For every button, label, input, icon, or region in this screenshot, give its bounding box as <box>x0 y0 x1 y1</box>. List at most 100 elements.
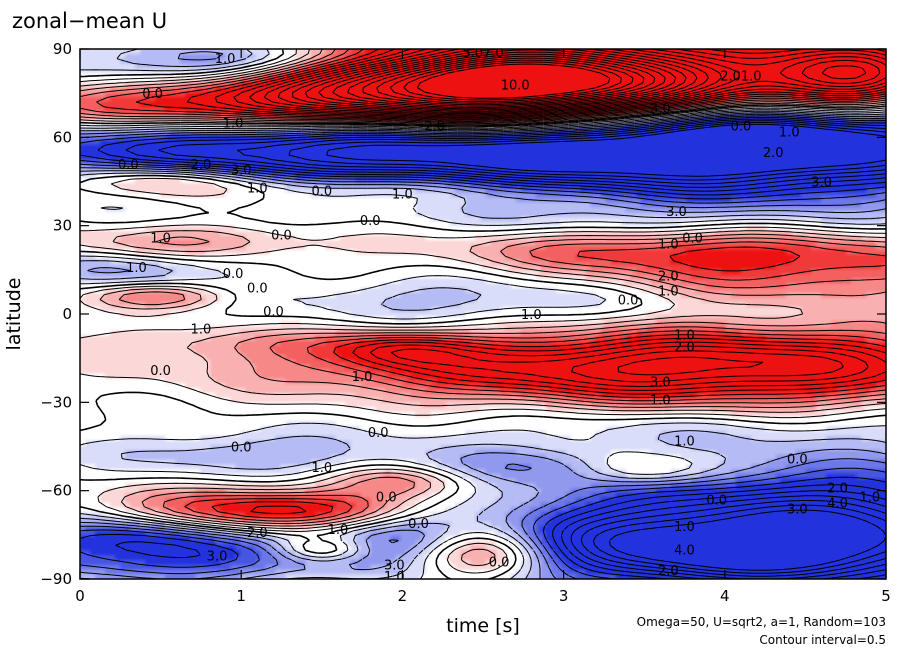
contour-label: 0.0 <box>360 214 381 229</box>
contour-line-positive <box>215 49 886 391</box>
contour-line-positive <box>277 49 881 113</box>
contour-label: 0.0 <box>271 229 292 244</box>
contour-line-positive <box>135 49 886 519</box>
contour-label: 3.0 <box>231 164 252 179</box>
contour-line-positive <box>362 55 656 106</box>
contour-line-positive <box>304 49 698 111</box>
contour-label: 1.0 <box>650 393 671 408</box>
x-tick-label: 3 <box>559 587 569 605</box>
x-tick-label: 0 <box>75 587 85 605</box>
contour-label: 1.0 <box>223 117 244 132</box>
contour-label: 1.0 <box>860 491 881 506</box>
contour-line-positive <box>332 51 677 108</box>
contour-label: 0.0 <box>368 426 389 441</box>
contour-line-positive <box>347 53 666 107</box>
contour-label: 10.0 <box>501 78 530 93</box>
contour-label: 1.0 <box>328 523 349 538</box>
x-tick-label: 2 <box>398 587 408 605</box>
parameters-note: Omega=50, U=sqrt2, a=1, Random=103 <box>637 615 886 629</box>
contour-label: 2.0 <box>763 146 784 161</box>
x-tick-label: 5 <box>881 587 891 605</box>
contour-line-negative <box>80 51 886 579</box>
contour-label: 4.0 <box>674 544 695 559</box>
y-tick-label: −60 <box>40 482 72 500</box>
contour-label: 3.0 <box>207 549 228 564</box>
contour-label: 0.0 <box>142 87 163 102</box>
contour-labels: 1.0 5.07.010.02.01.00.03.01.0 2.0 0.0 1.00.0… <box>118 46 881 579</box>
contour-label: 1.0 <box>674 329 695 344</box>
contour-label: 0.0 <box>787 452 808 467</box>
x-axis: 0 1 2 3 4 5 <box>75 49 891 605</box>
contour-line-positive <box>80 49 886 574</box>
contour-label: 0.0 <box>489 555 510 570</box>
contour-label: 3.0 <box>384 558 405 573</box>
y-tick-label: −30 <box>40 393 72 411</box>
contour-label: 1.0 <box>126 261 147 276</box>
contour-line-positive <box>403 61 622 101</box>
contour-label: 1.0 <box>658 284 679 299</box>
contour-label: 0.0 <box>247 282 268 297</box>
contour-interval-note: Contour interval=0.5 <box>759 633 886 647</box>
contour-line-positive <box>416 63 611 99</box>
contour-line-positive <box>376 57 645 104</box>
contour-line-negative <box>158 118 886 579</box>
contour-label: 1.0 <box>215 52 236 67</box>
contour-lines <box>80 49 886 579</box>
contour-label: 0.0 <box>118 158 139 173</box>
contour-label: 2.0 <box>658 564 679 579</box>
contour-line-positive <box>389 59 634 103</box>
contour-label: 1.0 <box>521 308 542 323</box>
y-tick-label: 60 <box>53 128 72 146</box>
chart-title: zonal−mean U <box>12 9 167 33</box>
contour-line-positive <box>186 49 886 515</box>
contour-line-positive <box>80 49 886 525</box>
contour-line-negative <box>288 122 886 574</box>
contour-line-positive <box>96 49 886 522</box>
contour-label: 1.0 <box>247 181 268 196</box>
contour-label: 1.0 <box>150 231 171 246</box>
contour-label: 1.0 <box>674 435 695 450</box>
contour-label: 0.0 <box>408 517 429 532</box>
contour-label: 3.0 <box>811 176 832 191</box>
y-tick-label: 0 <box>62 305 72 323</box>
contour-label: 2.0 <box>247 526 268 541</box>
contour-line-negative <box>80 49 886 579</box>
contour-line-negative <box>80 113 886 579</box>
contour-label: 0.0 <box>223 267 244 282</box>
contour-line-negative <box>236 120 886 577</box>
contour-line-negative <box>326 123 886 571</box>
contour-label: 3.0 <box>787 502 808 517</box>
contour-label: 2.0 <box>424 120 445 135</box>
contour-label: 4.0 <box>827 496 848 511</box>
contour-label: 0.0 <box>618 293 639 308</box>
contour-line-positive <box>263 49 886 376</box>
contour-label: 3.0 <box>650 376 671 391</box>
contour-label: 3.0 <box>650 102 671 117</box>
y-tick-label: −90 <box>40 570 72 588</box>
contour-line-negative <box>80 112 886 579</box>
y-axis: 90 60 30 0 −30 −60 −90 <box>40 40 886 588</box>
contour-line-negative <box>80 110 886 579</box>
contour-label: 5.07.0 <box>462 46 503 61</box>
contour-line-negative <box>125 116 886 579</box>
y-tick-label: 30 <box>53 217 72 235</box>
contour-line-positive <box>80 49 886 566</box>
contour-line-positive <box>233 49 886 387</box>
contour-label: 0.0 <box>231 441 252 456</box>
contour-label: 2.0 <box>191 158 212 173</box>
contour-label: 1.0 <box>311 461 332 476</box>
contour-label: 1.0 <box>674 520 695 535</box>
contour-label: 0.0 <box>682 231 703 246</box>
contour-label: 0.0 <box>706 494 727 509</box>
contour-line-positive <box>292 49 867 112</box>
contour-line-positive <box>318 49 687 110</box>
contour-line-positive <box>80 49 886 527</box>
x-axis-label: time [s] <box>446 615 520 637</box>
contour-line-negative <box>80 49 886 579</box>
contour-label: 0.0 <box>731 120 752 135</box>
contour-label: 2.0 <box>658 270 679 285</box>
contour-label: 1.0 <box>658 237 679 252</box>
contour-label: 0.0 <box>263 305 284 320</box>
contour-label: 0.0 <box>376 491 397 506</box>
